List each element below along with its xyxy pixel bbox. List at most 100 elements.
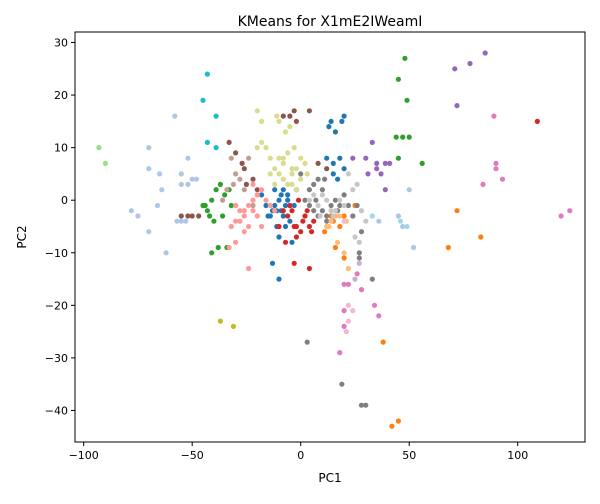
data-point-cluster-7-5 <box>311 208 317 214</box>
data-point-cluster-10-17 <box>146 145 152 151</box>
data-point-cluster-13-0 <box>233 202 239 209</box>
data-point-cluster-0-6 <box>276 234 282 240</box>
data-point-cluster-13-4 <box>250 197 256 203</box>
data-point-cluster-9-4 <box>213 145 219 151</box>
data-point-cluster-0-2 <box>272 202 278 209</box>
data-point-cluster-10-4 <box>146 166 152 172</box>
data-point-cluster-19-0 <box>397 218 404 224</box>
data-point-cluster-13-11 <box>241 208 247 214</box>
data-point-cluster-7-21 <box>356 255 362 261</box>
data-point-cluster-5-13 <box>291 108 297 114</box>
data-point-cluster-2-10 <box>215 244 221 251</box>
data-point-cluster-15-6 <box>246 155 252 161</box>
data-point-cluster-7-17 <box>350 213 356 219</box>
data-point-cluster-3-6 <box>304 208 310 214</box>
data-point-cluster-9-1 <box>200 97 206 103</box>
data-point-cluster-13-5 <box>254 192 260 198</box>
data-point-cluster-3-17 <box>311 218 317 224</box>
data-point-cluster-0-26 <box>330 160 336 166</box>
data-point-cluster-6-12 <box>499 176 506 182</box>
data-point-cluster-13-13 <box>233 239 239 245</box>
data-point-cluster-17-26 <box>304 171 310 177</box>
points-layer <box>96 50 573 429</box>
data-point-cluster-9-2 <box>213 113 219 119</box>
data-point-cluster-10-13 <box>178 171 184 177</box>
data-point-cluster-8-0 <box>217 318 223 324</box>
data-point-cluster-4-1 <box>374 160 380 166</box>
data-point-cluster-16-0 <box>341 218 347 224</box>
data-point-cluster-11-7 <box>345 265 351 272</box>
data-point-cluster-3-8 <box>295 197 302 203</box>
data-point-cluster-2-19 <box>406 134 412 140</box>
data-point-cluster-13-3 <box>246 202 252 209</box>
data-point-cluster-4-11 <box>452 66 458 72</box>
data-point-cluster-13-9 <box>272 208 278 214</box>
data-point-cluster-17-20 <box>254 145 260 151</box>
data-point-cluster-3-2 <box>289 208 295 214</box>
data-point-cluster-5-15 <box>306 108 312 114</box>
data-point-cluster-17-1 <box>259 118 265 124</box>
data-point-cluster-10-3 <box>154 202 161 209</box>
data-point-cluster-4-6 <box>365 171 371 177</box>
data-point-cluster-2-22 <box>419 160 425 166</box>
data-point-cluster-13-19 <box>246 265 252 272</box>
data-point-cluster-0-7 <box>280 213 286 219</box>
data-point-cluster-7-23 <box>304 339 310 345</box>
data-point-cluster-13-14 <box>228 223 234 230</box>
data-point-cluster-7-15 <box>341 192 347 198</box>
data-point-cluster-7-16 <box>345 202 351 209</box>
data-point-cluster-18-12 <box>341 202 347 209</box>
data-point-cluster-17-11 <box>302 160 308 166</box>
data-point-cluster-5-5 <box>233 150 239 156</box>
plot-frame <box>74 31 586 443</box>
data-point-cluster-5-17 <box>324 166 330 172</box>
data-point-cluster-10-15 <box>185 155 191 161</box>
data-point-cluster-0-16 <box>267 213 273 219</box>
data-point-cluster-17-18 <box>287 124 293 130</box>
data-point-cluster-13-15 <box>226 244 232 251</box>
data-point-cluster-2-4 <box>217 181 223 187</box>
data-point-cluster-7-3 <box>332 197 338 203</box>
data-point-cluster-17-16 <box>289 166 295 172</box>
data-point-cluster-13-7 <box>263 197 269 203</box>
data-point-cluster-19-1 <box>404 223 410 230</box>
data-point-cluster-5-12 <box>287 113 293 119</box>
data-point-cluster-3-18 <box>534 118 540 124</box>
data-point-cluster-1-0 <box>322 229 328 235</box>
data-point-cluster-15-7 <box>250 202 256 209</box>
data-point-cluster-17-8 <box>289 171 295 177</box>
data-point-cluster-13-10 <box>246 223 252 230</box>
data-point-cluster-6-9 <box>480 181 486 187</box>
data-point-cluster-0-20 <box>272 187 278 193</box>
data-point-cluster-2-9 <box>228 202 234 209</box>
data-point-cluster-17-21 <box>259 139 265 145</box>
data-point-cluster-0-9 <box>285 197 291 203</box>
data-point-cluster-17-0 <box>254 108 260 114</box>
x-tick-label: 50 <box>402 449 416 462</box>
data-point-cluster-7-0 <box>319 208 325 214</box>
data-point-cluster-5-7 <box>239 160 245 166</box>
data-point-cluster-0-21 <box>278 192 284 198</box>
data-point-cluster-6-11 <box>493 160 499 166</box>
data-point-cluster-13-18 <box>259 223 265 230</box>
data-point-cluster-0-27 <box>337 155 343 161</box>
data-point-cluster-18-1 <box>328 208 334 214</box>
data-point-cluster-11-2 <box>326 223 332 230</box>
data-point-cluster-7-7 <box>302 197 308 203</box>
data-point-cluster-17-4 <box>272 166 278 172</box>
data-point-cluster-14-1 <box>356 260 362 266</box>
data-point-cluster-16-3 <box>343 329 349 335</box>
data-point-cluster-3-1 <box>285 213 291 219</box>
data-point-cluster-0-32 <box>339 118 345 124</box>
data-point-cluster-7-10 <box>319 187 325 193</box>
data-point-cluster-16-4 <box>350 308 356 314</box>
data-point-cluster-13-16 <box>250 208 256 214</box>
data-point-cluster-2-12 <box>209 250 215 256</box>
data-point-cluster-7-2 <box>328 202 334 209</box>
data-point-cluster-7-29 <box>322 176 328 182</box>
data-point-cluster-17-22 <box>267 171 273 177</box>
data-point-cluster-18-17 <box>317 213 323 219</box>
data-point-cluster-7-24 <box>339 381 345 387</box>
data-point-cluster-3-4 <box>298 229 304 235</box>
data-point-cluster-10-21 <box>406 187 412 193</box>
